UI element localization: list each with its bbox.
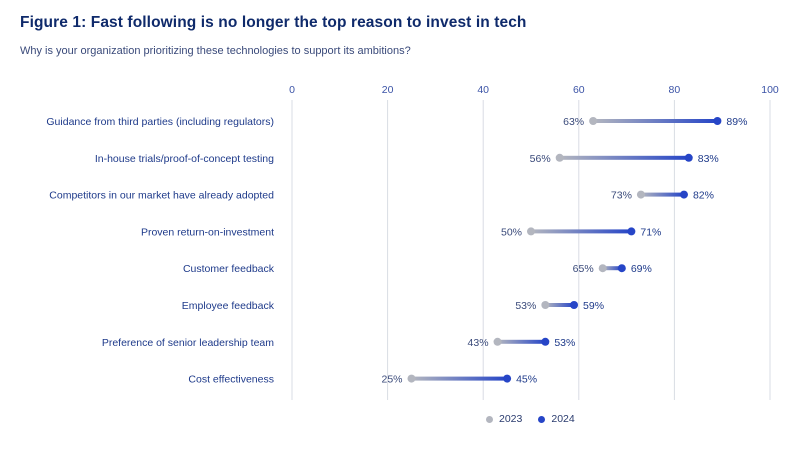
category-label: Guidance from third parties (including r… (46, 116, 274, 128)
data-label-2023: 25% (381, 374, 402, 386)
point-2024 (684, 153, 693, 162)
point-2024 (627, 227, 636, 236)
data-label-2024: 82% (693, 190, 714, 202)
category-label: Competitors in our market have already a… (49, 190, 274, 202)
x-tick-label: 80 (669, 84, 681, 96)
connector-bar (593, 119, 718, 123)
category-label: Employee feedback (182, 300, 275, 312)
point-2023 (527, 227, 535, 236)
point-2023 (598, 264, 607, 273)
data-label-2024: 45% (516, 374, 537, 386)
connector-bar (559, 155, 689, 160)
connector-bar (411, 376, 508, 381)
point-2024 (713, 117, 722, 125)
data-label-2024: 83% (698, 153, 719, 165)
connector-bar (497, 339, 546, 344)
point-2023 (407, 374, 416, 383)
point-2023 (555, 153, 564, 162)
point-2024 (541, 337, 550, 346)
point-2024 (679, 190, 688, 199)
data-label-2023: 63% (563, 116, 584, 128)
data-label-2023: 43% (468, 337, 489, 349)
x-tick-label: 40 (477, 84, 489, 96)
x-tick-label: 0 (289, 84, 295, 96)
legend-swatch-2024 (538, 415, 546, 423)
point-2024 (617, 264, 626, 273)
point-2024 (570, 301, 579, 309)
legend-label-2024: 2024 (551, 413, 575, 425)
category-label: Proven return-on-investment (141, 226, 274, 238)
connector-bar (602, 266, 622, 271)
category-label: In-house trials/proof-of-concept testing (95, 153, 274, 165)
data-label-2024: 53% (554, 337, 575, 349)
x-tick-label: 20 (382, 84, 394, 96)
x-tick-label: 100 (761, 84, 779, 96)
connector-bar (545, 303, 575, 307)
category-label: Cost effectiveness (188, 374, 274, 386)
point-2023 (589, 117, 598, 125)
category-label: Customer feedback (183, 263, 275, 275)
data-label-2024: 69% (631, 263, 652, 275)
data-label-2024: 71% (640, 226, 661, 238)
data-label-2023: 56% (530, 153, 551, 165)
data-label-2024: 89% (726, 116, 747, 128)
data-label-2023: 73% (611, 190, 632, 202)
data-label-2023: 50% (501, 226, 522, 238)
connector-bar (531, 229, 632, 234)
chart-title: Figure 1: Fast following is no longer th… (20, 14, 527, 31)
connector-bar (640, 192, 684, 197)
category-label: Preference of senior leadership team (102, 337, 274, 349)
x-tick-label: 60 (573, 84, 585, 96)
point-2023 (493, 337, 502, 346)
data-label-2024: 59% (583, 300, 604, 312)
chart-subtitle: Why is your organization prioritizing th… (20, 45, 411, 57)
legend-label-2023: 2023 (499, 413, 523, 425)
data-label-2023: 53% (515, 300, 536, 312)
point-2023 (636, 190, 645, 199)
data-label-2023: 65% (573, 263, 594, 275)
point-2023 (541, 301, 550, 309)
legend: 2023 2024 (486, 413, 575, 425)
legend-swatch-2023 (486, 415, 493, 423)
point-2024 (503, 374, 512, 383)
